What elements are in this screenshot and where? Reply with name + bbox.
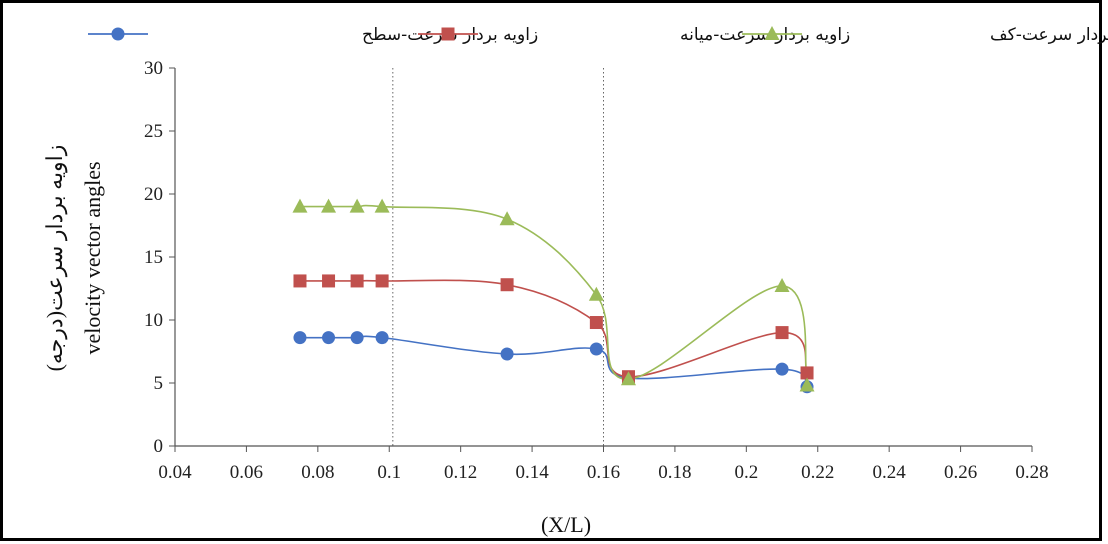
legend-marker-1 [111,27,125,41]
series-3-point [588,286,604,301]
series-3-point [292,198,308,213]
x-tick-label: 0.04 [158,462,192,483]
series-3-point [499,211,515,226]
y-tick-label: 25 [144,121,163,142]
series-3-point [774,277,790,292]
y-tick-label: 10 [144,310,163,331]
y-axis-title-persian: زاویه بردار سرعت(درجه) [42,145,68,372]
plot-area [292,68,815,446]
x-tick-label: 0.1 [377,462,401,483]
series-2-point [350,274,364,288]
legend-marker-3 [764,26,780,40]
series-2-point [293,274,307,288]
series-1-point [589,342,603,356]
x-tick-label: 0.24 [873,462,907,483]
series-3-point [374,198,390,213]
y-tick-label: 15 [144,247,163,268]
y-tick-label: 5 [154,373,164,394]
series-3-point [620,371,636,386]
series-3-point [321,198,337,213]
x-tick-label: 0.14 [515,462,549,483]
y-tick-label: 20 [144,184,163,205]
y-tick-label: 30 [144,58,163,79]
x-tick-label: 0.12 [444,462,477,483]
x-tick-label: 0.06 [230,462,263,483]
x-tick-label: 0.22 [801,462,834,483]
series-2-point [800,366,814,380]
x-tick-label: 0.18 [658,462,691,483]
series-1-point [322,331,336,345]
y-axis-title-english: velocity vector angles [80,161,105,354]
axes: 0 5 10 15 20 25 30 0.04 0.06 0.08 0.1 0.12 0.14 0.16 0… [144,58,1049,483]
legend-label-3: زاویه بردار سرعت-کف [990,25,1108,45]
x-tick-label: 0.16 [587,462,620,483]
series-line-2 [299,279,808,378]
series-line-1 [299,335,808,388]
series-1-point [375,331,389,345]
x-tick-label: 0.2 [734,462,758,483]
series-2-point [375,274,389,288]
x-tick-label: 0.28 [1015,462,1048,483]
series-2-point [775,326,789,340]
x-axis-title: (X/L) [541,512,591,537]
y-tick-label: 0 [154,436,164,457]
series-line-3 [299,204,808,386]
series-2-point [589,316,603,330]
legend-marker-2 [441,27,455,41]
series-1-point [775,362,789,376]
x-tick-label: 0.26 [944,462,977,483]
series-1-point [350,331,364,345]
series-3-point [349,198,365,213]
legend-label-2: زاویه بردار سرعت-میانه [680,25,850,45]
x-tick-label: 0.08 [301,462,334,483]
legend: زاویه بردار سرعت-سطح زاویه بردار سرعت-میا… [88,25,1108,45]
series-2-point [322,274,336,288]
series-1-point [500,347,514,361]
series-3-point [799,377,815,392]
series-1-point [293,331,307,345]
series-2-point [500,278,514,292]
